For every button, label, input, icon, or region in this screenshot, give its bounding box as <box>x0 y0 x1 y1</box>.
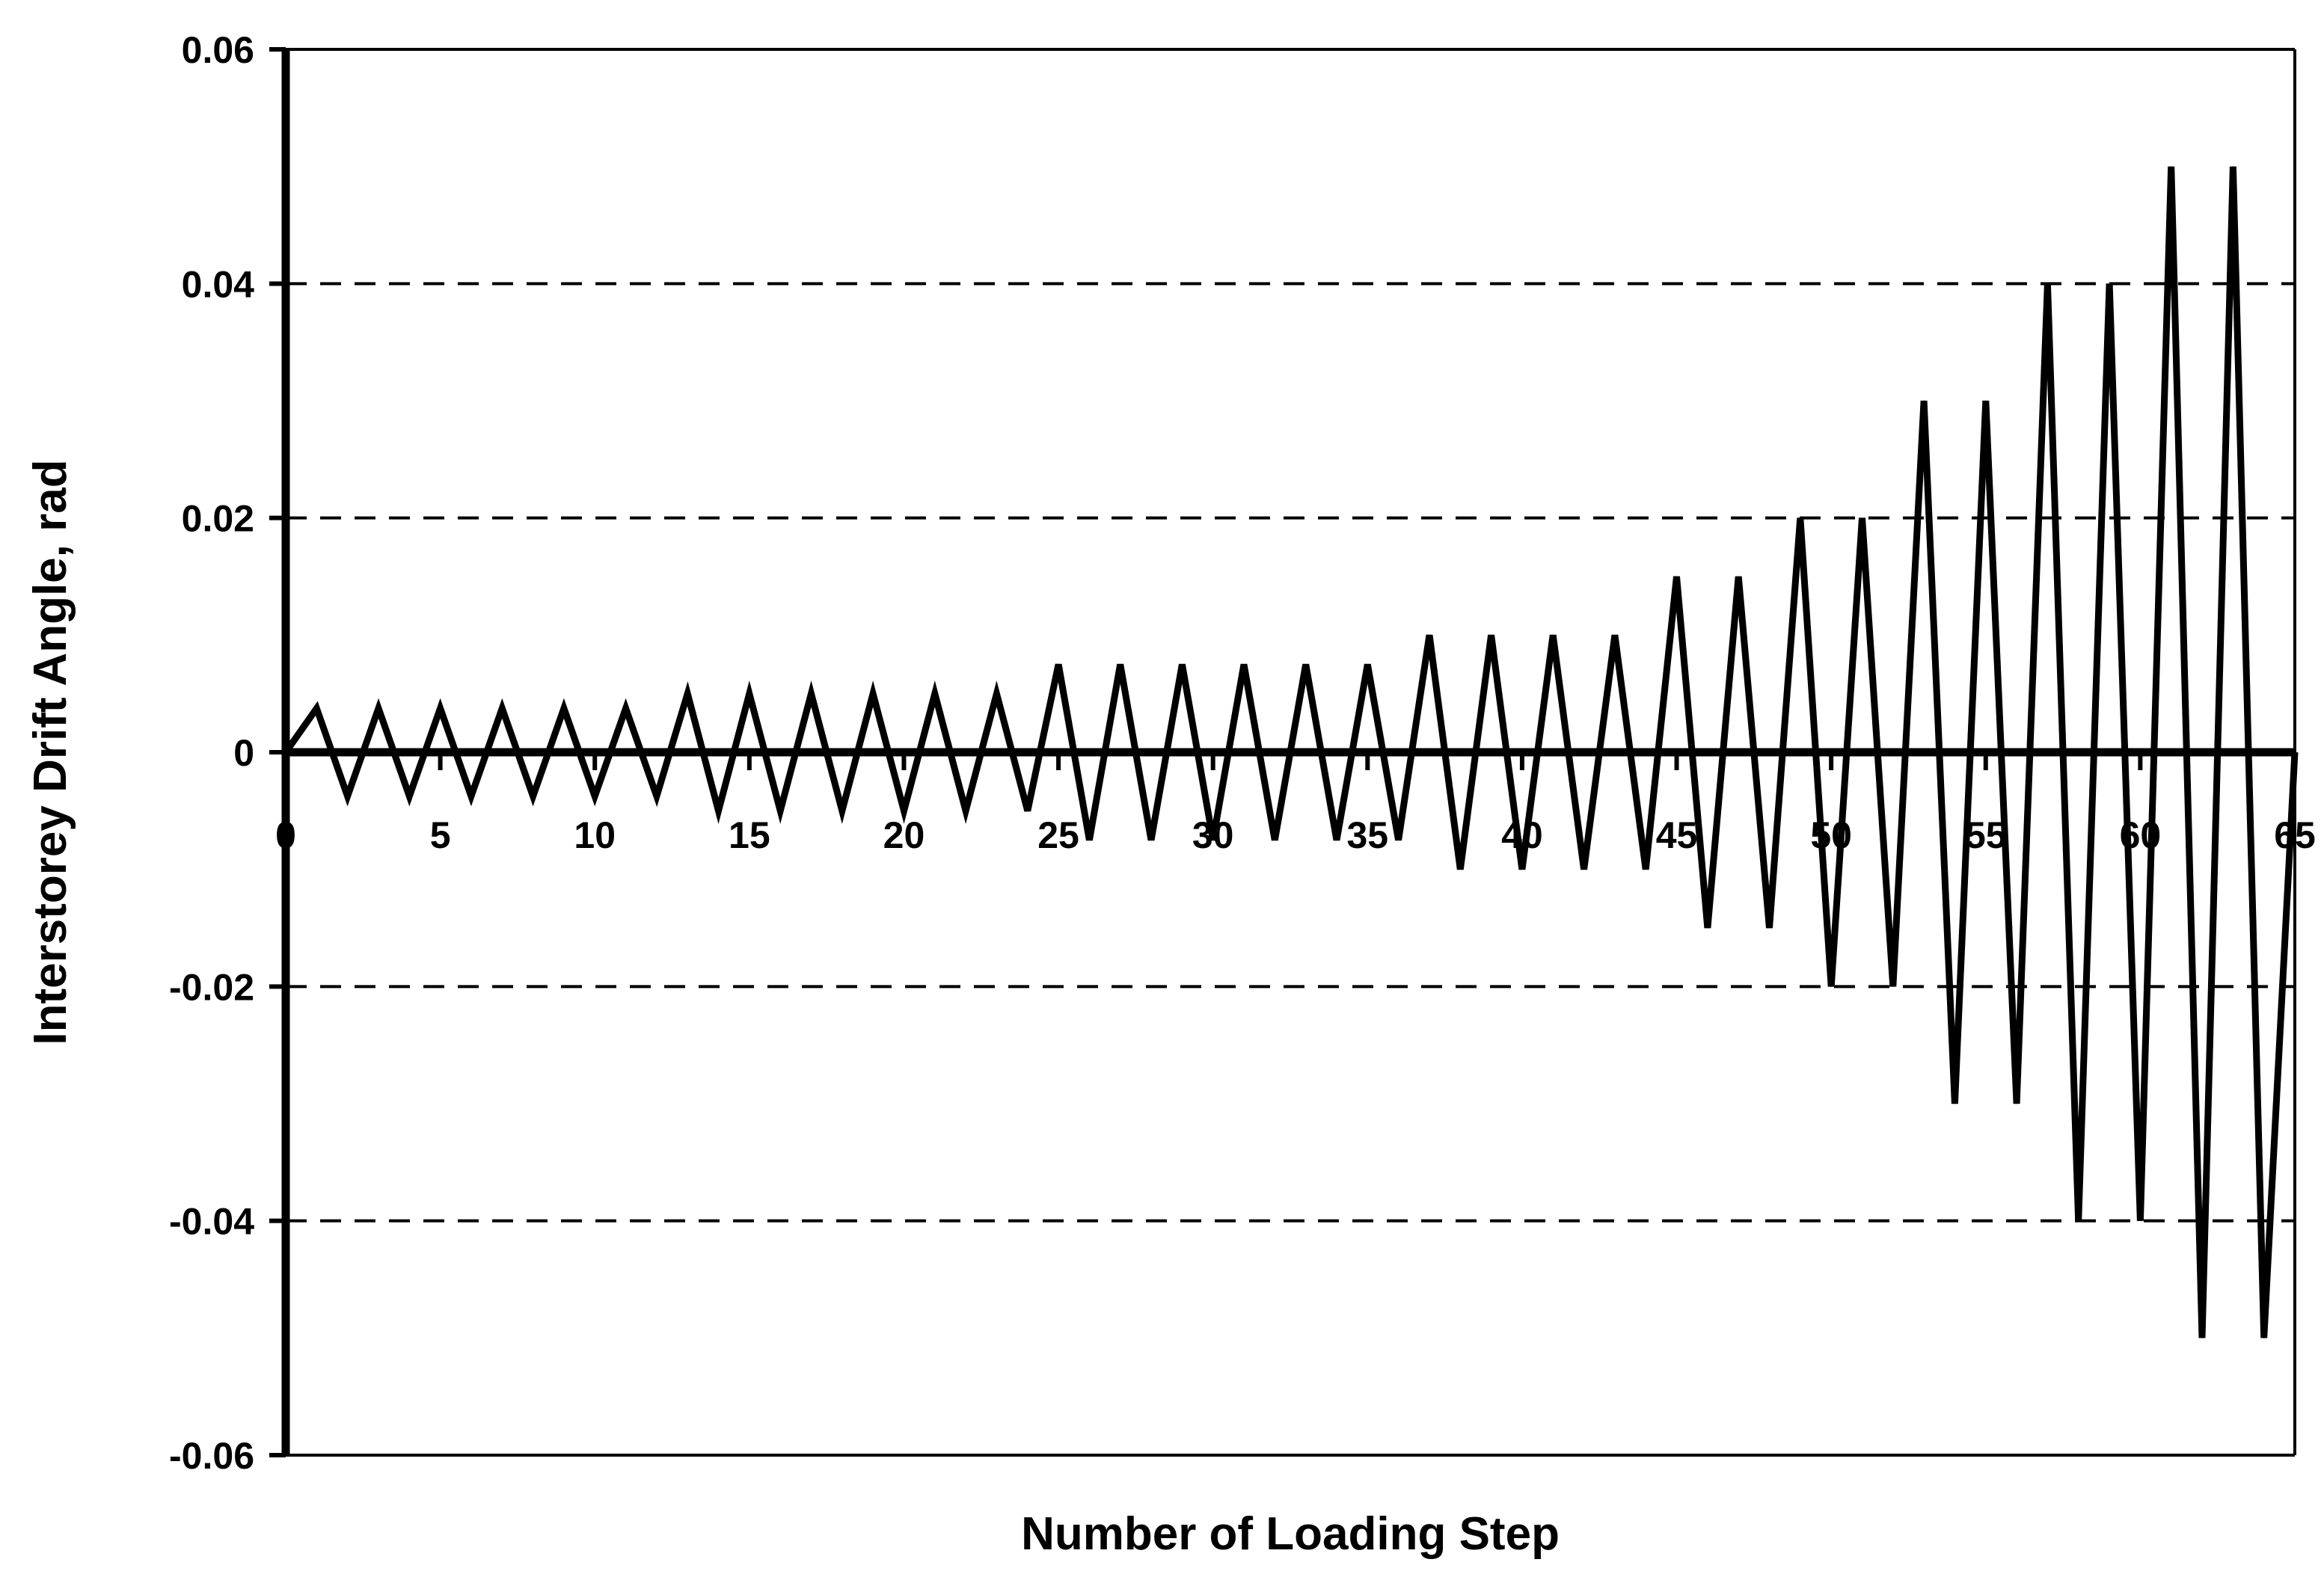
x-axis-title: Number of Loading Step <box>1021 1508 1560 1560</box>
x-tick-label: 10 <box>574 814 616 856</box>
data-point <box>810 693 812 695</box>
data-point <box>1243 664 1245 665</box>
data-point <box>316 707 317 709</box>
gridlines <box>286 282 2295 1223</box>
data-point <box>1305 664 1307 665</box>
y-tick-label: -0.04 <box>169 1201 254 1243</box>
x-tick-label: 55 <box>1965 814 2007 856</box>
data-point <box>1923 400 1925 402</box>
data-point <box>563 707 565 709</box>
data-point <box>1830 986 1832 987</box>
y-tick-label: -0.02 <box>169 966 254 1008</box>
data-point <box>687 693 688 695</box>
x-tick-label: 50 <box>1810 814 1852 856</box>
y-tick-label: 0.06 <box>182 29 254 71</box>
data-point <box>1892 986 1894 987</box>
data-point <box>996 693 997 695</box>
data-point <box>625 707 627 709</box>
data-point <box>1367 664 1368 665</box>
y-axis-title: Interstorey Drift Angle, rad <box>25 459 76 1045</box>
data-point <box>1058 664 1059 665</box>
data-point <box>1521 869 1523 870</box>
data-point <box>1181 664 1183 665</box>
data-point <box>1583 869 1585 870</box>
x-tick-label: 15 <box>729 814 770 856</box>
data-point <box>1707 927 1708 929</box>
y-tick-label: 0 <box>233 732 254 774</box>
data-point <box>501 707 503 709</box>
data-point <box>1552 634 1554 636</box>
x-tick-label: 45 <box>1656 814 1698 856</box>
x-tick-label: 5 <box>430 814 451 856</box>
series-line <box>283 166 2299 1338</box>
x-tick-label: 25 <box>1037 814 1079 856</box>
data-point <box>2046 283 2048 284</box>
data-point <box>2078 1220 2079 1222</box>
data-point <box>872 693 874 695</box>
data-point <box>440 707 441 709</box>
y-tick-label: 0.04 <box>182 263 255 305</box>
plot-frame <box>281 48 2296 1457</box>
data-point <box>2139 1220 2141 1222</box>
data-point <box>1769 927 1770 929</box>
y-tick-label: -0.06 <box>169 1435 254 1477</box>
data-point <box>1614 634 1616 636</box>
data-point <box>934 693 936 695</box>
y-tick-label: 0.02 <box>182 498 254 540</box>
x-tick-label: 35 <box>1346 814 1388 856</box>
data-point <box>2109 283 2110 284</box>
data-point <box>1459 869 1461 870</box>
drift-series <box>283 166 2299 1338</box>
y-axis: -0.06 -0.04 -0.02 0 0.02 0.04 0.06 <box>169 29 286 1477</box>
data-point <box>1985 400 1987 402</box>
